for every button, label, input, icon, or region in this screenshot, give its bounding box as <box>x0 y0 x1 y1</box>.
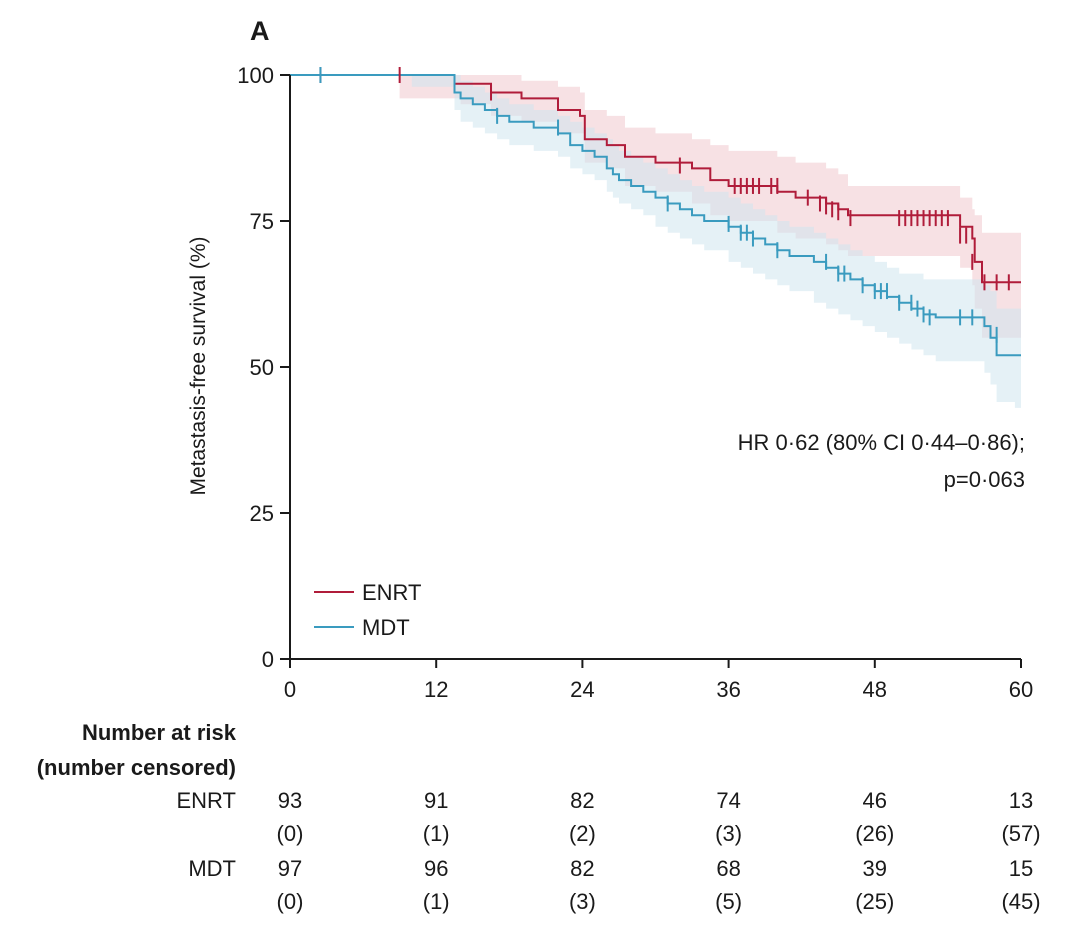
y-tick-label: 25 <box>250 501 274 526</box>
at-risk-enrt: 91 <box>424 788 448 813</box>
x-tick-label: 60 <box>1009 677 1033 702</box>
censored-enrt: (57) <box>1001 821 1040 846</box>
y-axis-title: Metastasis-free survival (%) <box>187 236 210 495</box>
axis-ticks: 0 12 24 36 48 60 0 25 50 75 100 <box>237 63 1033 702</box>
censored-mdt: (45) <box>1001 889 1040 914</box>
at-risk-enrt: 46 <box>863 788 887 813</box>
x-tick-label: 48 <box>863 677 887 702</box>
hr-annotation-line-1: HR 0·62 (80% CI 0·44–0·86); <box>738 430 1025 455</box>
at-risk-enrt: 82 <box>570 788 594 813</box>
risk-row-label-enrt: ENRT <box>177 788 237 813</box>
risk-table-title-line-1: Number at risk <box>82 720 237 745</box>
censored-enrt: (2) <box>569 821 596 846</box>
censored-mdt: (1) <box>423 889 450 914</box>
censored-enrt: (1) <box>423 821 450 846</box>
hr-annotation: HR 0·62 (80% CI 0·44–0·86); p=0·063 <box>738 430 1025 492</box>
censored-mdt: (5) <box>715 889 742 914</box>
legend-label-mdt: MDT <box>362 615 410 640</box>
survival-line-enrt <box>290 74 1021 284</box>
x-tick-label: 24 <box>570 677 594 702</box>
censored-mdt: (25) <box>855 889 894 914</box>
at-risk-mdt: 82 <box>570 856 594 881</box>
risk-table: Number at risk (number censored) ENRT MD… <box>37 720 1041 914</box>
y-tick-label: 75 <box>250 209 274 234</box>
y-tick-label: 50 <box>250 355 274 380</box>
risk-row-label-mdt: MDT <box>188 856 236 881</box>
confidence-bands <box>290 75 1021 408</box>
censored-enrt: (26) <box>855 821 894 846</box>
y-tick-label: 100 <box>237 63 274 88</box>
ci-band-enrt <box>290 75 1021 341</box>
hr-annotation-line-2: p=0·063 <box>944 467 1025 492</box>
censor-marks <box>319 67 1010 343</box>
at-risk-mdt: 39 <box>863 856 887 881</box>
censored-mdt: (0) <box>277 889 304 914</box>
censored-enrt: (0) <box>277 821 304 846</box>
x-tick-label: 12 <box>424 677 448 702</box>
censored-mdt: (3) <box>569 889 596 914</box>
y-tick-label: 0 <box>262 647 274 672</box>
x-tick-label: 0 <box>284 677 296 702</box>
panel-label: A <box>250 16 270 46</box>
legend-label-enrt: ENRT <box>362 580 422 605</box>
at-risk-mdt: 96 <box>424 856 448 881</box>
at-risk-enrt: 93 <box>278 788 302 813</box>
at-risk-mdt: 97 <box>278 856 302 881</box>
at-risk-mdt: 15 <box>1009 856 1033 881</box>
at-risk-enrt: 74 <box>716 788 740 813</box>
risk-table-title-line-2: (number censored) <box>37 755 236 780</box>
at-risk-enrt: 13 <box>1009 788 1033 813</box>
risk-values: 93 91 82 74 46 13 (0) (1) (2) (3) (26) (57) 97 96 82 68… <box>277 788 1041 914</box>
x-tick-label: 36 <box>716 677 740 702</box>
legend: ENRT MDT <box>314 580 422 640</box>
censored-enrt: (3) <box>715 821 742 846</box>
at-risk-mdt: 68 <box>716 856 740 881</box>
